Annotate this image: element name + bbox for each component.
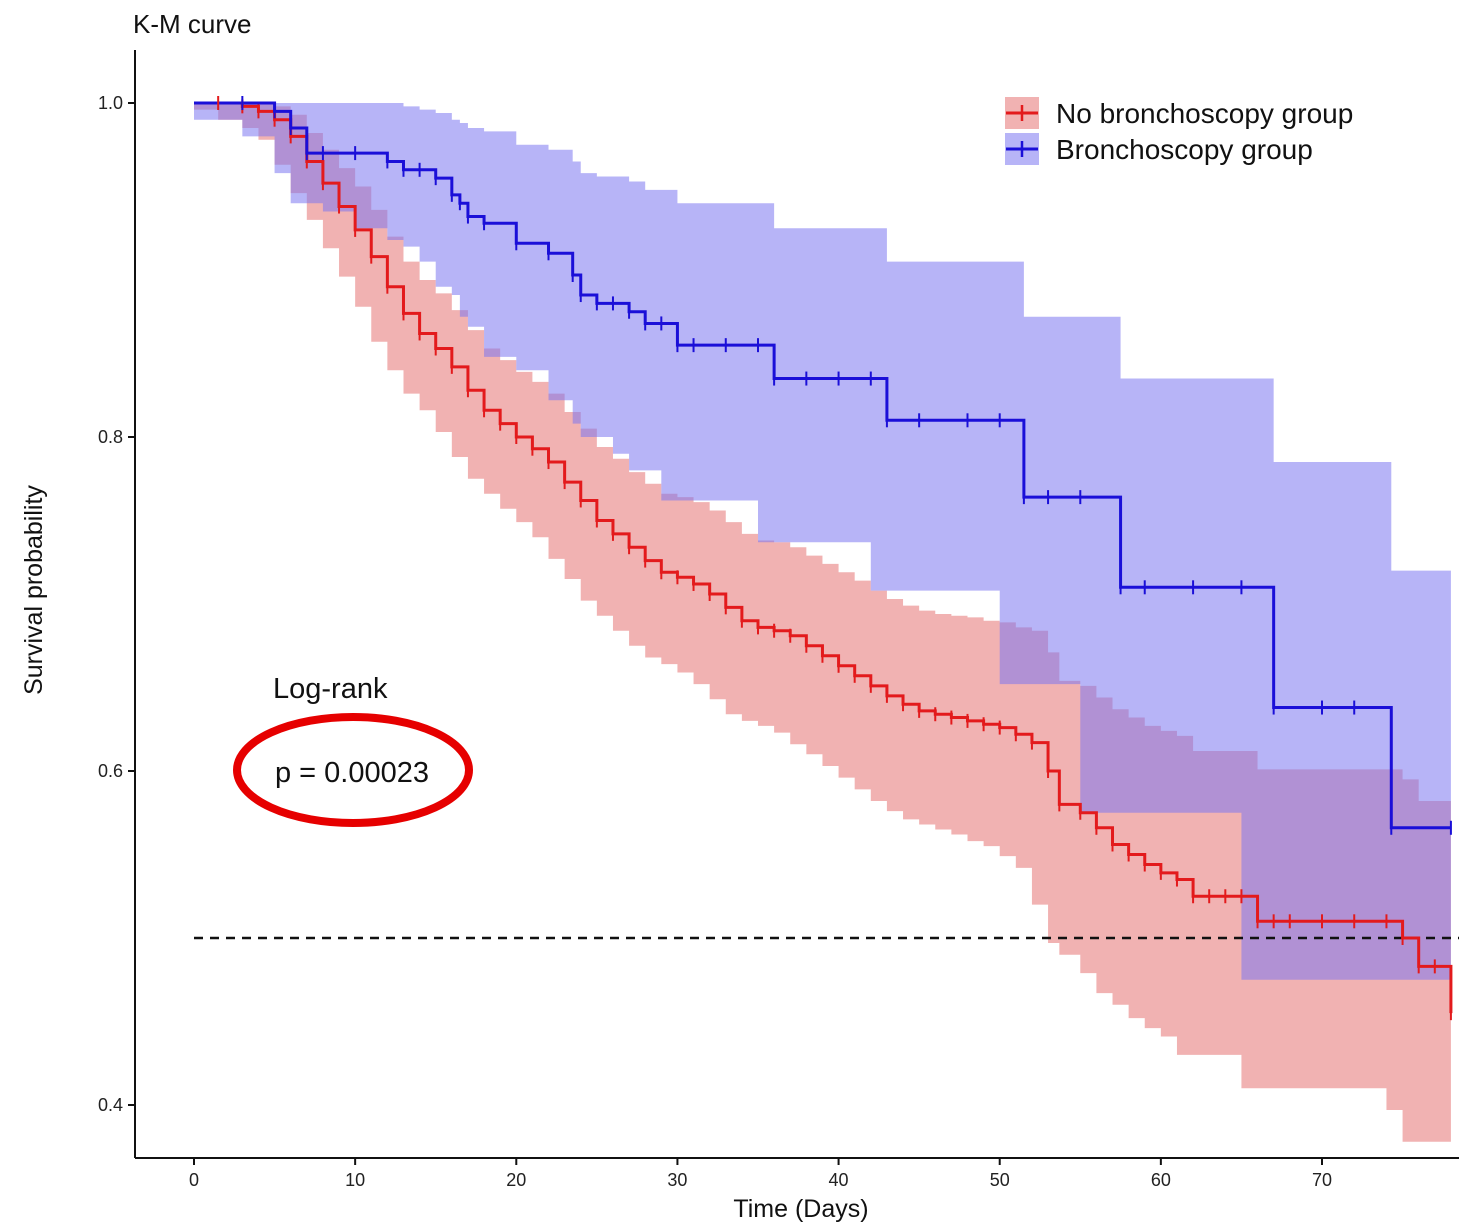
y-tick-label: 0.6 xyxy=(98,761,123,781)
p-value-highlight-ellipse xyxy=(233,713,473,827)
x-tick-label: 60 xyxy=(1151,1170,1171,1190)
p-value-text: p = 0.00023 xyxy=(275,757,429,789)
legend-label-1: No bronchoscopy group xyxy=(1056,98,1353,129)
survival-line-series-2 xyxy=(194,101,1451,830)
logrank-heading: Log-rank xyxy=(273,673,388,705)
x-tick-label: 70 xyxy=(1312,1170,1332,1190)
confidence-bands xyxy=(194,103,1451,1142)
legend: No bronchoscopy group Bronchoscopy group xyxy=(1005,97,1353,165)
chart-title: K-M curve xyxy=(133,9,251,39)
x-axis-label: Time (Days) xyxy=(733,1195,868,1223)
x-tick-label: 30 xyxy=(667,1170,687,1190)
y-axis-ticks: 0.4 0.6 0.8 1.0 xyxy=(98,93,135,1115)
x-tick-label: 40 xyxy=(829,1170,849,1190)
x-tick-label: 10 xyxy=(345,1170,365,1190)
confidence-band-series-2 xyxy=(194,103,1451,980)
confidence-band-series-1 xyxy=(194,103,1451,1142)
y-tick-label: 0.4 xyxy=(98,1095,123,1115)
legend-label-2: Bronchoscopy group xyxy=(1056,134,1313,165)
censor-marks xyxy=(217,96,1452,1021)
x-tick-label: 0 xyxy=(189,1170,199,1190)
y-tick-label: 0.8 xyxy=(98,427,123,447)
x-tick-label: 20 xyxy=(506,1170,526,1190)
x-tick-label: 50 xyxy=(990,1170,1010,1190)
x-axis-ticks: 0 10 20 30 40 50 60 70 xyxy=(189,1158,1332,1190)
y-tick-label: 1.0 xyxy=(98,93,123,113)
y-axis-label: Survival probability xyxy=(20,485,48,695)
